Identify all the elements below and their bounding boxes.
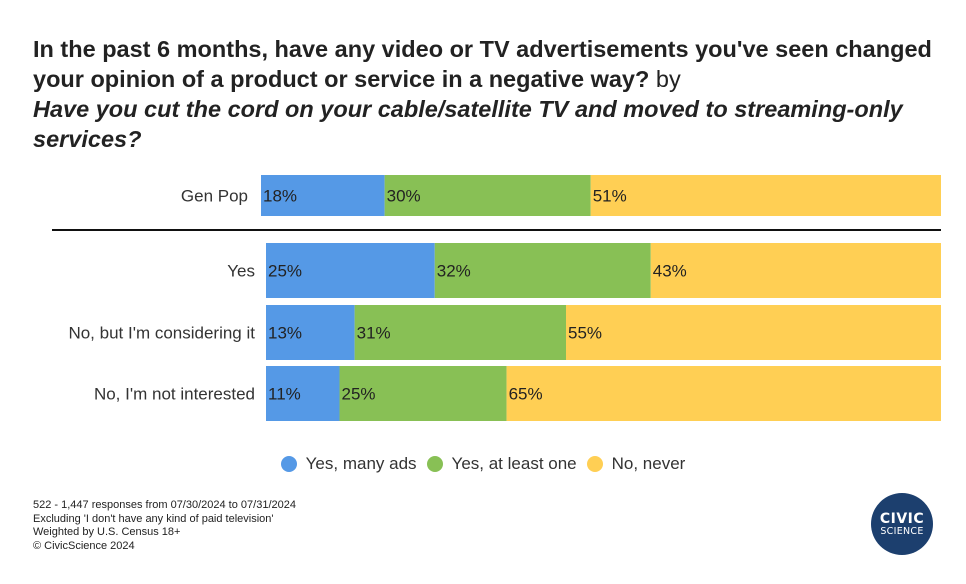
logo-text-civic: CIVIC: [879, 510, 925, 527]
bar-yes-yes-at-least-one: [434, 243, 651, 298]
legend-swatch-no-never: [586, 456, 603, 472]
footer-responses: 522 - 1,447 responses from 07/30/2024 to…: [33, 499, 296, 511]
legend-label-no-never: No, never: [611, 454, 686, 473]
footer-notes: 522 - 1,447 responses from 07/30/2024 to…: [33, 499, 296, 553]
data-label-gen-pop-yes-at-least-one: 30%: [387, 187, 421, 206]
data-label-no-but-i-m-considering-it-no-never: 55%: [568, 324, 602, 343]
footer-weighting: Weighted by U.S. Census 18+: [33, 526, 181, 538]
legend-item-yes-many-ads: Yes, many ads: [280, 454, 417, 474]
category-label-yes: Yes: [227, 262, 255, 281]
title-by: by: [655, 66, 681, 92]
data-label-yes-yes-at-least-one: 32%: [437, 262, 471, 281]
legend-item-yes-at-least-one: Yes, at least one: [426, 454, 577, 474]
logo-text-science: SCIENCE: [880, 525, 924, 537]
legend-label-yes-many-ads: Yes, many ads: [305, 454, 417, 473]
legend: Yes, many ads Yes, at least one No, neve…: [0, 454, 966, 474]
bar-no-i-m-not-interested-no-never: [506, 366, 941, 421]
footer-copyright: © CivicScience 2024: [33, 539, 135, 552]
bar-no-but-i-m-considering-it-no-never: [566, 305, 941, 360]
bar-gen-pop-yes-many-ads: [261, 175, 385, 216]
legend-swatch-yes-many-ads: [280, 456, 297, 472]
bar-no-i-m-not-interested-yes-at-least-one: [339, 366, 507, 421]
bar-gen-pop-yes-at-least-one: [384, 175, 591, 216]
data-label-gen-pop-yes-many-ads: 18%: [263, 187, 297, 206]
bar-no-but-i-m-considering-it-yes-many-ads: [266, 305, 355, 360]
data-label-no-i-m-not-interested-yes-many-ads: 11%: [268, 385, 301, 404]
data-label-gen-pop-no-never: 51%: [593, 187, 627, 206]
chart-title: In the past 6 months, have any video or …: [33, 34, 943, 154]
bar-no-i-m-not-interested-yes-many-ads: [266, 366, 340, 421]
category-label-gen-pop: Gen Pop: [181, 187, 248, 206]
title-question: In the past 6 months, have any video or …: [33, 36, 932, 92]
legend-label-yes-at-least-one: Yes, at least one: [451, 454, 577, 473]
data-label-yes-no-never: 43%: [653, 262, 687, 281]
civicscience-logo: CIVIC SCIENCE: [871, 493, 933, 555]
legend-swatch-yes-at-least-one: [426, 456, 443, 472]
bar-yes-no-never: [650, 243, 941, 298]
title-segment: Have you cut the cord on your cable/sate…: [33, 96, 903, 152]
data-label-no-i-m-not-interested-no-never: 65%: [509, 385, 543, 404]
data-label-no-but-i-m-considering-it-yes-at-least-one: 31%: [357, 324, 391, 343]
bar-gen-pop-no-never: [590, 175, 941, 216]
bar-no-but-i-m-considering-it-yes-at-least-one: [354, 305, 566, 360]
data-label-yes-yes-many-ads: 25%: [268, 262, 302, 281]
category-label-no-i-m-not-interested: No, I'm not interested: [94, 385, 255, 404]
data-label-no-but-i-m-considering-it-yes-many-ads: 13%: [268, 324, 302, 343]
category-label-no-but-i-m-considering-it: No, but I'm considering it: [68, 324, 255, 343]
footer-exclusion: Excluding 'I don't have any kind of paid…: [33, 512, 274, 525]
data-label-no-i-m-not-interested-yes-at-least-one: 25%: [342, 385, 376, 404]
bar-yes-yes-many-ads: [266, 243, 435, 298]
stacked-bar-chart: 18% 30% 51% Gen Pop 25% 32% 43% Yes 13% 31% 55% No,…: [52, 175, 941, 421]
legend-item-no-never: No, never: [586, 454, 686, 474]
